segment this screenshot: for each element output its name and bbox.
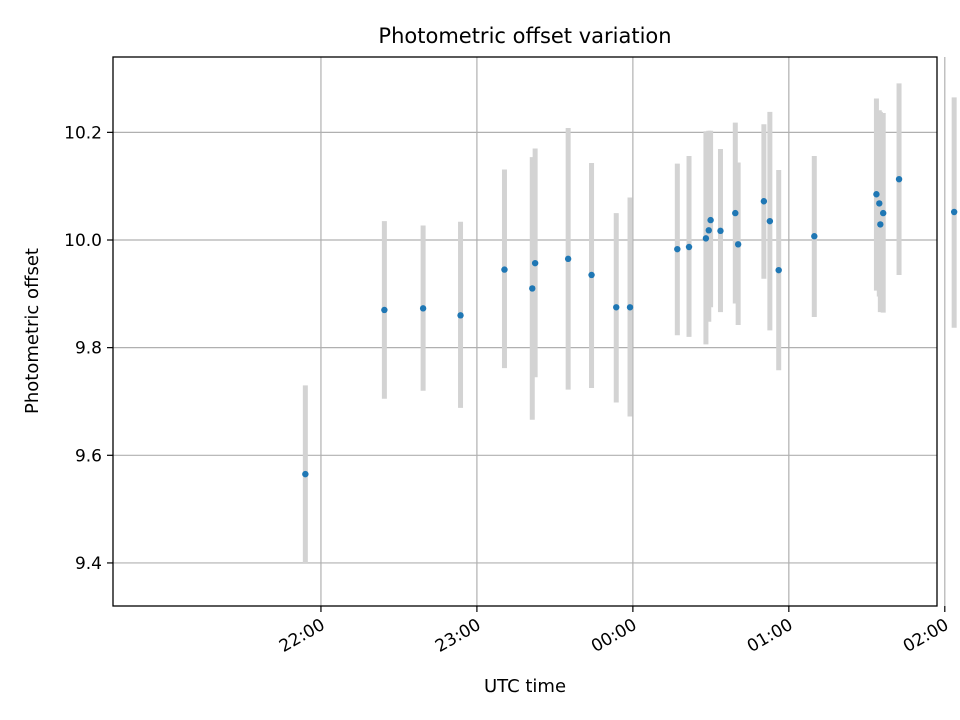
data-point xyxy=(702,235,710,242)
y-tick-label: 9.6 xyxy=(75,446,102,466)
data-point xyxy=(732,209,739,217)
data-point xyxy=(501,266,508,273)
y-tick-label: 10.0 xyxy=(64,231,102,251)
data-point xyxy=(717,227,724,235)
data-point xyxy=(381,306,388,314)
y-tick-label: 10.2 xyxy=(64,123,102,143)
data-point xyxy=(895,175,903,183)
data-point xyxy=(531,259,539,267)
x-axis-label: UTC time xyxy=(484,676,566,697)
grid-lines xyxy=(113,57,946,606)
y-tick-label: 9.8 xyxy=(75,339,102,359)
data-point xyxy=(734,241,742,248)
data-point xyxy=(564,255,572,263)
data-point xyxy=(302,470,309,478)
data-point xyxy=(811,233,818,240)
data-point xyxy=(707,216,714,224)
data-point xyxy=(457,312,464,319)
data-point xyxy=(876,200,883,207)
data-point xyxy=(588,271,595,279)
data-point xyxy=(873,191,880,198)
plot-frame xyxy=(112,56,938,607)
data-point xyxy=(877,221,884,228)
data-point xyxy=(626,304,634,311)
data-point xyxy=(613,304,620,311)
data-point xyxy=(775,266,782,274)
data-point xyxy=(950,208,958,216)
data-point xyxy=(529,285,536,292)
data-point xyxy=(705,227,712,234)
chart-title: Photometric offset variation xyxy=(378,24,671,48)
data-point xyxy=(674,245,681,253)
data-points xyxy=(302,175,958,478)
y-axis-label: Photometric offset xyxy=(22,248,43,414)
data-point xyxy=(760,198,768,205)
data-point xyxy=(879,209,887,217)
data-point xyxy=(685,243,693,251)
data-point xyxy=(419,305,427,312)
y-tick-label: 9.4 xyxy=(75,554,102,574)
data-point xyxy=(766,217,774,225)
